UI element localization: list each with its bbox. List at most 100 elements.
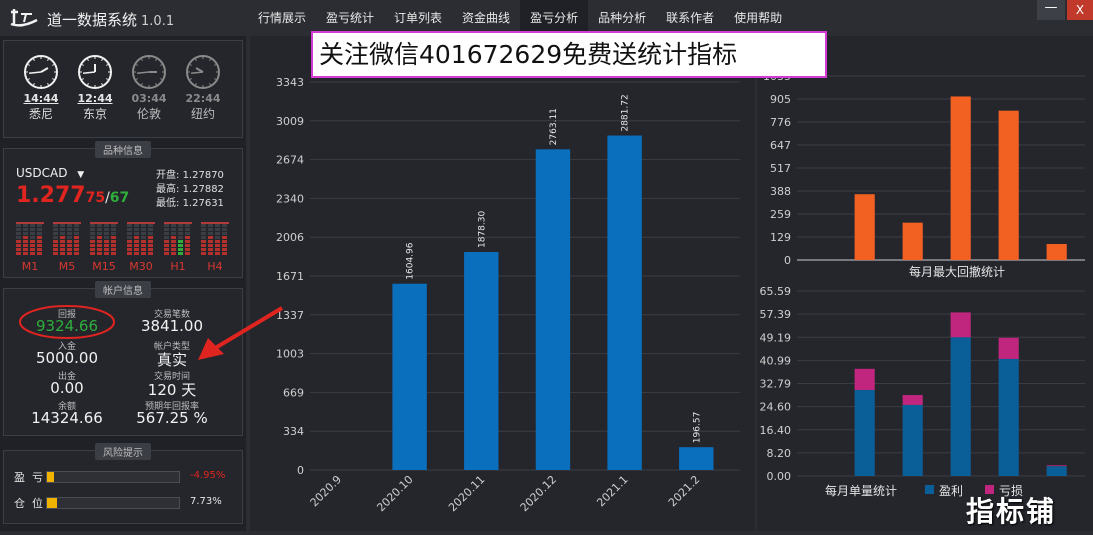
bar-value-label: 2881.72	[621, 94, 631, 131]
bar	[902, 222, 923, 260]
balance-label: 余额	[57, 402, 76, 412]
bar-value-label: 1878.30	[477, 211, 487, 248]
clock-0: 14:44 悉尼	[21, 54, 61, 122]
order-count-chart: 0.00 8.20 16.40 24.60 32.79 40.99 49.19 57.39 65…	[757, 281, 1093, 531]
legend-swatch	[985, 485, 994, 494]
y-tick-label: 2340	[276, 192, 304, 205]
bar	[679, 447, 714, 470]
risk-bar	[46, 471, 180, 483]
bid-small: 75	[85, 190, 106, 206]
clock-time: 03:44	[131, 92, 167, 105]
x-tick-label: 2021.1	[594, 473, 630, 509]
y-tick-label: 905	[770, 93, 791, 106]
timeframe-label[interactable]: M1	[21, 260, 39, 273]
menu-item-5[interactable]: 品种分析	[598, 11, 647, 25]
stacked-bar-segment	[950, 337, 971, 476]
risk-bar-fill	[47, 472, 54, 482]
strength-meter-M15	[90, 222, 118, 256]
withdraw-value: 0.00	[50, 379, 84, 397]
account-info-tab[interactable]: 帐户信息	[95, 281, 151, 298]
watermark: 指标铺	[966, 495, 1057, 528]
y-tick-label: 32.79	[760, 378, 792, 391]
bar	[998, 110, 1019, 261]
y-tick-label: 3343	[276, 76, 304, 89]
timeframe-label[interactable]: H4	[207, 260, 223, 273]
timeframe-label[interactable]: M5	[58, 260, 76, 273]
symbol-info-panel: 品种信息 USDCAD ▼ 1.27775/67 开盘: 1.27870 最高:…	[3, 141, 243, 278]
menu-item-6[interactable]: 联系作者	[666, 11, 715, 25]
y-tick-label: 388	[770, 185, 791, 198]
bar	[854, 194, 875, 260]
risk-label: 仓 位	[14, 497, 43, 510]
stacked-bar-segment	[902, 404, 923, 476]
y-tick-label: 3009	[276, 115, 304, 128]
y-tick-label: 1337	[276, 309, 304, 322]
y-tick-label: 647	[770, 139, 791, 152]
stacked-bar-segment	[854, 368, 875, 390]
clock-3: 22:44 纽约	[183, 54, 223, 122]
low-row: 最低: 1.27631	[156, 198, 224, 209]
timeframe-label[interactable]: M30	[129, 260, 153, 273]
trades-value: 3841.00	[140, 317, 204, 335]
promo-banner: 关注微信401672629免费送统计指标	[311, 31, 827, 78]
highlight-ellipse	[19, 305, 115, 339]
clock-time: 12:44	[77, 92, 113, 105]
bar	[392, 283, 427, 470]
bar-value-label: 2763.11	[549, 108, 559, 145]
clock-1: 12:44 东京	[75, 54, 115, 122]
x-tick-label: 2020.10	[374, 473, 415, 514]
y-tick-label: 0	[784, 254, 791, 267]
strength-meter-H4	[201, 222, 229, 256]
annual-label: 预期年回报率	[144, 402, 199, 412]
clock-2: 03:44 伦敦	[129, 54, 169, 122]
y-tick-label: 0.00	[767, 470, 792, 483]
open-row: 开盘: 1.27870	[156, 170, 224, 181]
left-sidebar: 14:44 悉尼 12:44 东京 03:44 伦敦 22:44 纽约 品种信息	[0, 36, 246, 531]
stacked-bar-segment	[950, 312, 971, 338]
risk-value: 7.73%	[190, 496, 222, 507]
menu-item-1[interactable]: 盈亏统计	[326, 11, 375, 25]
bar-value-label: 196.57	[692, 412, 702, 444]
price-big: 1.277	[16, 183, 86, 208]
symbol-selector[interactable]: USDCAD ▼	[16, 166, 84, 180]
y-tick-label: 2674	[276, 154, 304, 167]
bar	[1046, 244, 1067, 260]
clock-time: 14:44	[23, 92, 59, 105]
y-tick-label: 0	[297, 464, 304, 477]
y-tick-label: 669	[283, 386, 304, 399]
menu-item-3[interactable]: 资金曲线	[462, 11, 511, 25]
strength-meter-M5	[53, 222, 81, 256]
y-tick-label: 49.19	[760, 331, 792, 344]
risk-label: 盈 亏	[14, 471, 43, 484]
bar	[950, 96, 971, 260]
risk-bar	[46, 497, 180, 509]
close-button[interactable]: X	[1067, 0, 1093, 20]
menu-item-7[interactable]: 使用帮助	[734, 11, 783, 25]
withdraw-label: 出金	[57, 372, 76, 382]
menu-item-0[interactable]: 行情展示	[258, 11, 307, 25]
clock-face-icon	[78, 55, 112, 89]
chart-title: 每月单量统计	[825, 483, 897, 498]
x-tick-label: 2021.2	[666, 473, 702, 509]
clock-time: 22:44	[185, 92, 221, 105]
stacked-bar-segment	[854, 389, 875, 476]
risk-tab[interactable]: 风险提示	[95, 443, 151, 460]
ask-small: 67	[109, 190, 130, 206]
monthly-profit-chart: 0 334 669 1003 1337 1671 2006 2340 2674 3009 3343 2…	[250, 36, 755, 531]
stacked-bar-segment	[1046, 466, 1067, 476]
price-display: 1.27775/67	[16, 183, 129, 208]
app-title: 道一数据系统 1.0.1	[47, 11, 175, 29]
bar	[535, 149, 571, 470]
chart-title: 每月最大回撤统计	[909, 264, 1005, 279]
symbol-info-tab[interactable]: 品种信息	[95, 141, 151, 158]
minimize-button[interactable]: —	[1037, 0, 1065, 20]
timeframe-label[interactable]: H1	[170, 260, 186, 273]
y-tick-label: 1003	[276, 348, 304, 361]
timeframe-label[interactable]: M15	[92, 260, 116, 273]
legend-label: 亏损	[999, 484, 1023, 498]
strength-meter-H1	[164, 222, 192, 256]
strength-meter-M30	[127, 222, 155, 256]
y-tick-label: 129	[770, 231, 791, 244]
menu-item-2[interactable]: 订单列表	[394, 11, 443, 25]
stacked-bar-segment	[998, 358, 1019, 476]
